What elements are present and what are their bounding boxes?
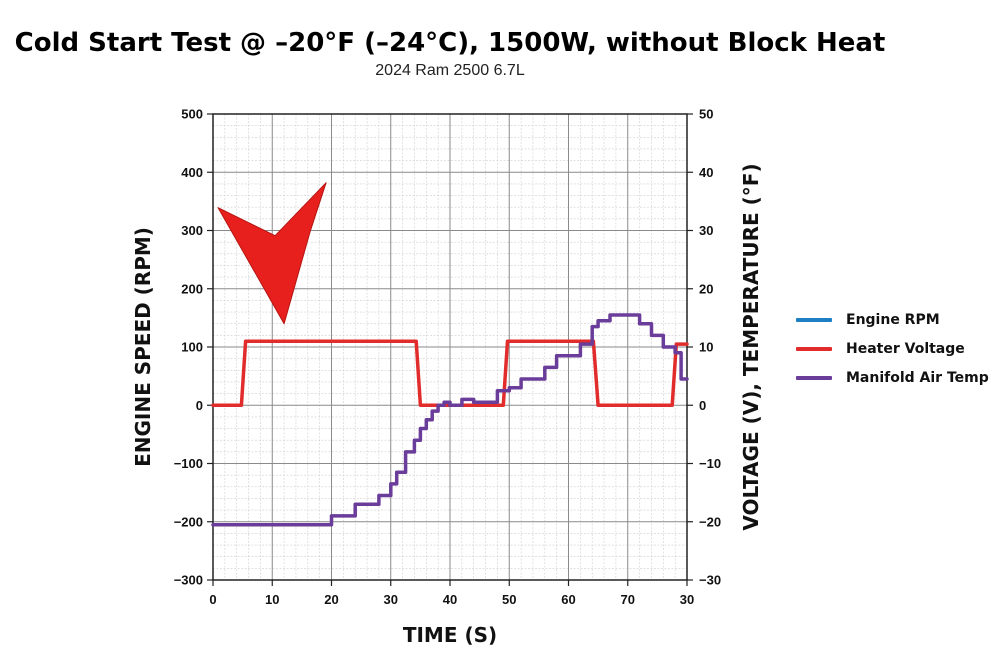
right-tick-label: 50 xyxy=(699,107,713,122)
right-axis-ticks: 50 40 30 20 10 0 −10 −20 −30 xyxy=(687,107,721,588)
right-tick-label: 30 xyxy=(699,223,713,238)
series-line-heater-voltage xyxy=(211,339,689,408)
left-tick-label: −300 xyxy=(174,573,203,588)
left-tick-label: 500 xyxy=(181,107,203,122)
right-tick-label: 20 xyxy=(699,281,713,296)
left-tick-label: 0 xyxy=(196,398,203,413)
legend-item-engine-rpm: Engine RPM xyxy=(796,305,989,334)
x-tick-label: 30 xyxy=(680,592,694,607)
left-tick-label: −200 xyxy=(174,514,203,529)
annotation-arrow xyxy=(217,182,327,325)
x-axis-ticks: 0 10 20 30 40 50 60 70 30 xyxy=(209,580,694,607)
left-tick-label: 300 xyxy=(181,223,203,238)
x-tick-label: 70 xyxy=(621,592,635,607)
right-tick-label: −10 xyxy=(699,456,721,471)
left-tick-label: 400 xyxy=(181,165,203,180)
right-tick-label: 10 xyxy=(699,340,713,355)
legend-label: Engine RPM xyxy=(846,311,940,328)
series-layer xyxy=(211,313,689,527)
legend-item-heater-voltage: Heater Voltage xyxy=(796,334,989,363)
chart-title: Cold Start Test @ –20°F (–24°C), 1500W, … xyxy=(14,28,886,58)
legend-swatch xyxy=(796,375,832,380)
legend-label: Heater Voltage xyxy=(846,340,965,357)
legend-swatch xyxy=(796,317,832,322)
x-tick-label: 30 xyxy=(384,592,398,607)
left-tick-label: −100 xyxy=(174,456,203,471)
left-tick-label: 200 xyxy=(181,281,203,296)
legend-label: Manifold Air Temp xyxy=(846,369,989,386)
x-tick-label: 40 xyxy=(443,592,457,607)
series-line-manifold-air-temp xyxy=(211,313,689,527)
legend-swatch xyxy=(796,346,832,351)
right-axis-title: VOLTAGE (V), TEMPERATURE (°F) xyxy=(739,163,763,530)
right-tick-label: −30 xyxy=(699,573,721,588)
x-tick-label: 60 xyxy=(561,592,575,607)
left-tick-label: 100 xyxy=(181,340,203,355)
annotation-layer xyxy=(217,182,327,325)
legend-item-manifold-air-temp: Manifold Air Temp xyxy=(796,363,989,392)
x-tick-label: 20 xyxy=(324,592,338,607)
left-axis-ticks: 500 400 300 200 100 0 −100 −200 −300 xyxy=(174,107,213,588)
x-tick-label: 10 xyxy=(265,592,279,607)
right-tick-label: 0 xyxy=(699,398,706,413)
chart-subtitle: 2024 Ram 2500 6.7L xyxy=(375,62,525,79)
x-axis-title: TIME (S) xyxy=(403,623,497,647)
x-tick-label: 50 xyxy=(502,592,516,607)
right-tick-label: 40 xyxy=(699,165,713,180)
x-tick-label: 0 xyxy=(209,592,216,607)
left-axis-title: ENGINE SPEED (RPM) xyxy=(131,227,155,467)
legend: Engine RPM Heater Voltage Manifold Air Tem… xyxy=(796,305,989,392)
right-tick-label: −20 xyxy=(699,514,721,529)
